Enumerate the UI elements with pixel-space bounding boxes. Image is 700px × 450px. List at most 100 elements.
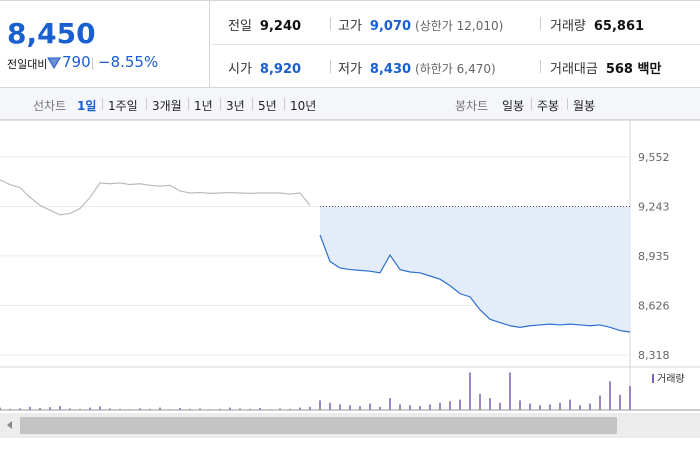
volume-bar bbox=[99, 406, 101, 410]
volume-bar bbox=[629, 386, 631, 410]
period-tab[interactable]: 1주일 bbox=[108, 99, 138, 113]
volume-bar bbox=[299, 407, 301, 410]
volume-bar bbox=[19, 408, 21, 410]
volume-bar bbox=[499, 402, 501, 410]
stat-value: 8,430 bbox=[369, 62, 412, 77]
stat-note: (상한가 12,010) bbox=[415, 19, 504, 33]
separator bbox=[102, 98, 103, 110]
volume-bar bbox=[569, 399, 571, 410]
stat: 전일 9,240 bbox=[228, 15, 301, 34]
volume-bar bbox=[319, 400, 321, 410]
volume-bar bbox=[579, 405, 581, 410]
volume-bar bbox=[529, 403, 531, 410]
volume-bar bbox=[599, 395, 601, 410]
volume-bar bbox=[409, 405, 411, 410]
separator bbox=[146, 98, 147, 110]
area bbox=[320, 206, 630, 332]
price: 8,450 bbox=[7, 17, 96, 50]
volume-bar bbox=[619, 394, 621, 410]
volume-bar bbox=[389, 398, 391, 410]
separator bbox=[92, 57, 93, 70]
volume-bar bbox=[459, 399, 461, 410]
volume-bar bbox=[289, 408, 291, 410]
separator bbox=[284, 98, 285, 110]
legend-label: 거래량 bbox=[657, 373, 685, 385]
period-tab[interactable]: 10년 bbox=[290, 99, 317, 113]
stat-label: 시가 bbox=[228, 62, 252, 77]
volume-bar bbox=[489, 398, 491, 410]
stat: 거래량 65,861 bbox=[550, 15, 644, 34]
price-line bbox=[319, 234, 631, 333]
volume-bar bbox=[59, 406, 61, 410]
stat-label: 저가 bbox=[338, 62, 362, 77]
stat-label: 거래대금 bbox=[550, 62, 598, 77]
scrollbar[interactable] bbox=[0, 413, 700, 438]
stat-value: 9,070 bbox=[369, 19, 412, 34]
period-tabs: 선차트 1일 1주일 3개월 1년 3년 5년 10년 봉차트 일봉 주봉 월봉 bbox=[0, 88, 700, 120]
candle-tab[interactable]: 일봉 bbox=[502, 99, 525, 113]
volume-bar bbox=[39, 408, 41, 410]
stat-value: 9,240 bbox=[259, 19, 302, 34]
change-rate: −8.55% bbox=[98, 53, 159, 71]
volume-bar bbox=[589, 403, 591, 410]
separator bbox=[567, 98, 568, 110]
stat: 고가 9,070 (상한가 12,010) bbox=[338, 15, 503, 34]
volume-bar bbox=[419, 406, 421, 410]
separator bbox=[252, 98, 253, 110]
legend-swatch bbox=[652, 374, 654, 383]
volume-bar bbox=[469, 372, 471, 410]
volume-bar bbox=[329, 402, 331, 410]
stat-label: 전일 bbox=[228, 19, 252, 34]
separator bbox=[540, 17, 541, 30]
volume-bar bbox=[49, 407, 51, 410]
y-tick-label: 8,935 bbox=[638, 250, 670, 263]
volume-bar bbox=[189, 408, 191, 410]
stat-value: 65,861 bbox=[593, 19, 645, 34]
volume-bar bbox=[449, 401, 451, 410]
stat-note: (하한가 6,470) bbox=[415, 62, 496, 76]
change-label: 전일대비 bbox=[7, 58, 48, 71]
volume-bar bbox=[149, 408, 151, 410]
volume-bar bbox=[339, 404, 341, 410]
change: 790 bbox=[62, 53, 91, 71]
volume-bar bbox=[219, 408, 221, 410]
volume-bar bbox=[249, 408, 251, 410]
stat-label: 고가 bbox=[338, 19, 362, 34]
stat-label: 거래량 bbox=[550, 19, 586, 34]
candle-tab[interactable]: 주봉 bbox=[537, 99, 560, 113]
separator bbox=[188, 98, 189, 110]
row-divider bbox=[211, 44, 700, 45]
volume-bar bbox=[519, 400, 521, 410]
volume-bar bbox=[239, 408, 241, 410]
stat: 저가 8,430 (하한가 6,470) bbox=[338, 58, 496, 77]
candle-tab[interactable]: 월봉 bbox=[573, 99, 596, 113]
volume-bar bbox=[159, 407, 161, 410]
separator bbox=[220, 98, 221, 110]
stat: 시가 8,920 bbox=[228, 58, 301, 77]
volume-bar bbox=[309, 406, 311, 410]
volume-bar bbox=[429, 404, 431, 410]
volume-bar bbox=[29, 406, 31, 410]
y-tick-label: 9,552 bbox=[638, 151, 670, 164]
period-tab[interactable]: 1일 bbox=[77, 99, 97, 113]
volume-bar bbox=[439, 402, 441, 410]
y-tick-label: 8,626 bbox=[638, 300, 670, 313]
volume-bar bbox=[179, 408, 181, 410]
volume-bar bbox=[559, 402, 561, 410]
quote-header: 8,450 전일대비 790 −8.55% 전일 9,240 고가 9,070 (상한가… bbox=[0, 0, 700, 88]
volume-bar bbox=[139, 408, 141, 410]
price-line bbox=[0, 179, 311, 216]
period-tab[interactable]: 3년 bbox=[226, 99, 245, 113]
tab-group-label: 선차트 bbox=[33, 99, 67, 113]
stat: 거래대금 568 백만 bbox=[550, 58, 661, 77]
volume-bar bbox=[279, 408, 281, 410]
period-tab[interactable]: 3개월 bbox=[152, 99, 182, 113]
volume-bar bbox=[549, 404, 551, 410]
down-arrow bbox=[47, 57, 61, 69]
separator bbox=[531, 98, 532, 110]
period-tab[interactable]: 1년 bbox=[194, 99, 213, 113]
volume-bar bbox=[119, 408, 121, 410]
period-tab[interactable]: 5년 bbox=[258, 99, 277, 113]
volume-bar bbox=[69, 408, 71, 410]
